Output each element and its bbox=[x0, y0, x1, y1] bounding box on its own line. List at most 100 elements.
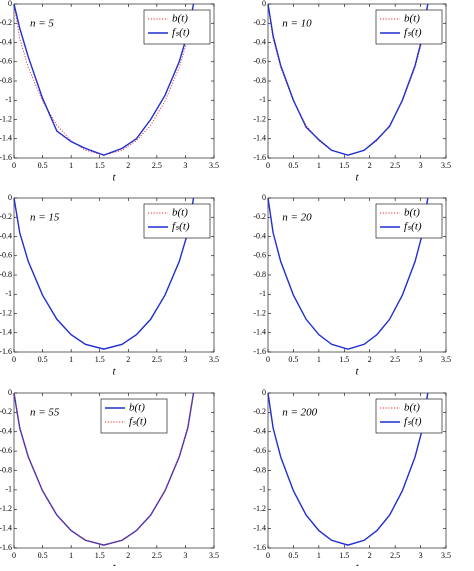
x-tick-label: 1.5 bbox=[95, 551, 105, 560]
x-tick-label: 2.5 bbox=[390, 551, 400, 560]
y-tick-label: -0.4 bbox=[253, 231, 266, 240]
y-tick-label: -0.4 bbox=[0, 427, 12, 436]
annotation: n = 15 bbox=[30, 212, 60, 224]
legend-box bbox=[375, 203, 443, 239]
y-tick-label: 0 bbox=[8, 0, 12, 8]
panel: 0-0.2-0.4-0.6-0.8-1-1.2-1.4-1.60 0.5 1 1.5 2… bbox=[253, 0, 451, 184]
x-tick-label: 2 bbox=[368, 355, 372, 364]
y-tick-label: -1.6 bbox=[0, 347, 12, 356]
x-tick-label: 1.5 bbox=[95, 355, 105, 364]
y-tick-label: -1.4 bbox=[253, 134, 266, 143]
legend-box bbox=[375, 9, 443, 45]
legend-label: b(t) bbox=[404, 402, 420, 414]
panel: 0-0.2-0.4-0.6-0.8-1-1.2-1.4-1.60 0.5 1 1.5 2… bbox=[0, 0, 219, 184]
panel: 0-0.2-0.4-0.6-0.8-1-1.2-1.4-1.60 0.5 1 1.5 2… bbox=[253, 193, 451, 378]
x-tick-label: 0 bbox=[266, 551, 270, 560]
x-tick-label: 3 bbox=[419, 161, 423, 170]
y-tick-label: -0.4 bbox=[253, 37, 266, 46]
x-tick-label: 1 bbox=[69, 551, 73, 560]
y-tick-label: -0.4 bbox=[0, 231, 12, 240]
x-tick-label: 1 bbox=[317, 161, 321, 170]
x-tick-label: 1 bbox=[317, 551, 321, 560]
x-tick-label: 1.5 bbox=[339, 355, 349, 364]
y-tick-label: -1.4 bbox=[253, 328, 266, 337]
y-tick-label: -1 bbox=[5, 485, 12, 494]
legend-label: fₛ(t) bbox=[404, 416, 422, 428]
x-tick-label: 2 bbox=[126, 161, 130, 170]
x-tick-label: 0.5 bbox=[38, 161, 48, 170]
x-tick-label: 0 bbox=[12, 355, 16, 364]
y-tick-label: -0.6 bbox=[0, 446, 12, 455]
legend-box bbox=[143, 9, 211, 45]
y-tick-label: -1 bbox=[5, 289, 12, 298]
y-tick-label: -0.2 bbox=[0, 407, 12, 416]
y-tick-label: -0.8 bbox=[0, 270, 12, 279]
x-tick-label: 2 bbox=[126, 355, 130, 364]
legend-label: b(t) bbox=[172, 207, 188, 219]
y-tick-label: -0.6 bbox=[0, 57, 12, 66]
series-line bbox=[14, 4, 195, 156]
legend-label: b(t) bbox=[404, 13, 420, 25]
panel: 0-0.2-0.4-0.6-0.8-1-1.2-1.4-1.60 0.5 1 1.5 2… bbox=[0, 193, 219, 378]
panel: 0-0.2-0.4-0.6-0.8-1-1.2-1.4-1.60 0.5 1 1.5 2… bbox=[253, 388, 451, 571]
x-tick-label: 2 bbox=[368, 161, 372, 170]
x-tick-label: 0.5 bbox=[38, 551, 48, 560]
y-tick-label: -1.2 bbox=[0, 114, 12, 123]
y-tick-label: 0 bbox=[262, 0, 266, 8]
series-line bbox=[268, 4, 429, 156]
x-axis-label: t bbox=[112, 366, 116, 378]
y-tick-label: -0.8 bbox=[0, 465, 12, 474]
x-tick-label: 1.5 bbox=[339, 161, 349, 170]
legend-label: fₛ(t) bbox=[172, 27, 190, 39]
x-tick-label: 2 bbox=[126, 551, 130, 560]
x-tick-label: 3 bbox=[183, 551, 187, 560]
x-tick-label: 0 bbox=[266, 355, 270, 364]
legend-label: b(t) bbox=[129, 402, 145, 414]
y-tick-label: -0.8 bbox=[0, 76, 12, 85]
legend-label: b(t) bbox=[172, 13, 188, 25]
legend-label: fₛ(t) bbox=[404, 221, 422, 233]
x-tick-label: 0 bbox=[12, 551, 16, 560]
y-tick-label: -0.4 bbox=[0, 37, 12, 46]
x-tick-label: 0.5 bbox=[288, 161, 298, 170]
y-tick-label: 0 bbox=[262, 388, 266, 397]
x-tick-label: 0 bbox=[266, 161, 270, 170]
x-tick-label: 2.5 bbox=[152, 551, 162, 560]
y-tick-label: 0 bbox=[262, 193, 266, 202]
y-tick-label: -1.6 bbox=[253, 153, 266, 162]
x-tick-label: 3.5 bbox=[209, 161, 219, 170]
y-tick-label: -0.6 bbox=[0, 251, 12, 260]
x-tick-label: 2.5 bbox=[390, 355, 400, 364]
y-tick-label: -1.4 bbox=[0, 328, 12, 337]
y-tick-label: -0.4 bbox=[253, 427, 266, 436]
y-tick-label: -0.2 bbox=[253, 407, 266, 416]
y-tick-label: -1 bbox=[5, 95, 12, 104]
x-tick-label: 3 bbox=[419, 355, 423, 364]
series-line bbox=[14, 198, 195, 350]
x-tick-label: 3.5 bbox=[209, 355, 219, 364]
x-tick-label: 1.5 bbox=[95, 161, 105, 170]
x-tick-label: 1 bbox=[69, 355, 73, 364]
legend-label: b(t) bbox=[404, 207, 420, 219]
legend-label: fₛ(t) bbox=[129, 416, 147, 428]
y-tick-label: -1.6 bbox=[253, 543, 266, 552]
x-tick-label: 0 bbox=[12, 161, 16, 170]
legend-box bbox=[375, 398, 443, 434]
series-line bbox=[14, 393, 194, 546]
series-line bbox=[268, 393, 429, 546]
x-axis-label: t bbox=[355, 172, 359, 184]
y-tick-label: -0.6 bbox=[253, 446, 266, 455]
annotation: n = 55 bbox=[30, 407, 60, 419]
y-tick-label: 0 bbox=[8, 388, 12, 397]
y-tick-label: -0.2 bbox=[253, 18, 266, 27]
y-tick-label: -1.4 bbox=[0, 134, 12, 143]
annotation: n = 10 bbox=[282, 18, 312, 30]
legend-label: fₛ(t) bbox=[172, 221, 190, 233]
x-tick-label: 3.5 bbox=[441, 355, 451, 364]
x-axis-label: t bbox=[112, 562, 116, 566]
annotation: n = 20 bbox=[282, 212, 312, 224]
x-tick-label: 3.5 bbox=[441, 161, 451, 170]
y-tick-label: 0 bbox=[8, 193, 12, 202]
x-tick-label: 2.5 bbox=[390, 161, 400, 170]
x-tick-label: 3.5 bbox=[441, 551, 451, 560]
